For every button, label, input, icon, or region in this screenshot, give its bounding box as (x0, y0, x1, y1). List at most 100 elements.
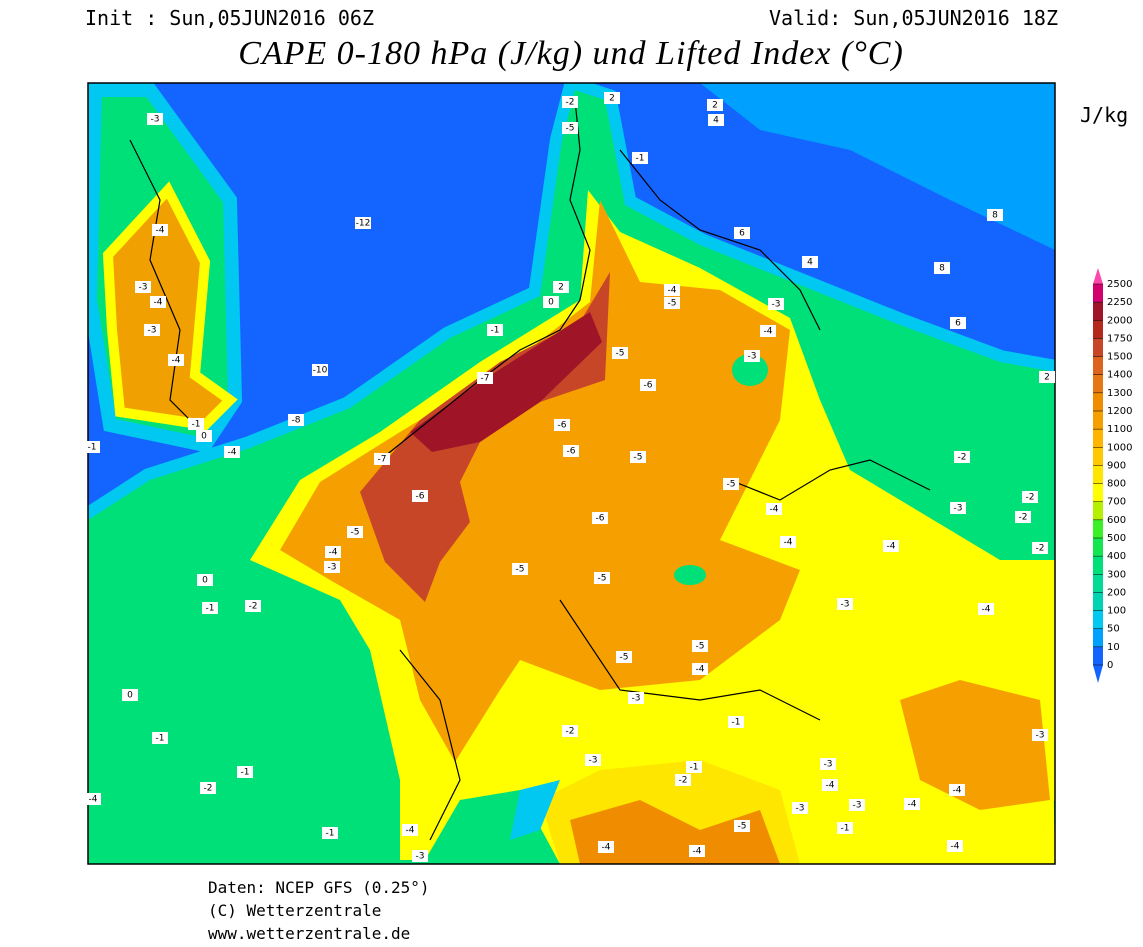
colorbar-band (1093, 483, 1103, 502)
contour-label-box (487, 324, 503, 336)
contour-label-box (978, 603, 994, 615)
contour-label: -3 (954, 504, 963, 514)
contour-label: -1 (690, 763, 699, 773)
colorbar-band (1093, 538, 1103, 557)
contour-label-box (553, 281, 569, 293)
contour-label-box (1015, 511, 1031, 523)
contour-label-box (152, 732, 168, 744)
contour-label: -1 (156, 734, 165, 744)
contour-label-box (412, 490, 428, 502)
contour-label: -1 (241, 768, 250, 778)
contour-label: -5 (634, 453, 643, 463)
colorbar-label: 600 (1107, 515, 1126, 526)
contour-label-box (664, 297, 680, 309)
contour-label: -4 (89, 795, 98, 805)
contour-label: -4 (668, 286, 677, 296)
contour-label: -4 (764, 327, 773, 337)
contour-label: -5 (516, 565, 525, 575)
footer-url: www.wetterzentrale.de (208, 924, 410, 943)
contour-label: -3 (1036, 731, 1045, 741)
contour-label: -5 (566, 124, 575, 134)
contour-label: 4 (713, 116, 719, 126)
colorbar-label: 1000 (1107, 442, 1132, 453)
contour-label: -6 (644, 381, 653, 391)
orange-field (102, 181, 238, 431)
contour-label-box (85, 793, 101, 805)
contour-label: -2 (958, 453, 967, 463)
contour-label: 0 (201, 432, 207, 442)
contour-label-box (950, 317, 966, 329)
cyan-band (510, 780, 560, 840)
contour-label-box (768, 298, 784, 310)
contour-label: -3 (148, 326, 157, 336)
contour-label-box (734, 227, 750, 239)
contour-label-box (820, 758, 836, 770)
contour-label: 0 (548, 298, 554, 308)
contour-label: -6 (567, 447, 576, 457)
colorbar-label: 2000 (1107, 315, 1132, 326)
contour-label-box (904, 798, 920, 810)
contour-label: 6 (739, 229, 745, 239)
contour-label-box (802, 256, 818, 268)
contour-label: -5 (696, 642, 705, 652)
contour-label-box (197, 574, 213, 586)
contour-label-box (837, 598, 853, 610)
contour-label-box (947, 840, 963, 852)
contour-label: 2 (1044, 373, 1050, 383)
contour-label: -1 (326, 829, 335, 839)
contour-label-box (150, 296, 166, 308)
contour-label: -5 (351, 528, 360, 538)
contour-label-box (1039, 371, 1055, 383)
contour-label: -4 (953, 786, 962, 796)
colorbar-band (1093, 356, 1103, 375)
contour-label-box (692, 640, 708, 652)
contour-label-box (723, 478, 739, 490)
contour-label: 4 (807, 258, 813, 268)
contour-label-box (412, 850, 428, 862)
contour-label: -4 (329, 548, 338, 558)
contour-label-box (1032, 729, 1048, 741)
contour-label: -3 (632, 694, 641, 704)
contour-label-box (188, 418, 204, 430)
contour-label-box (675, 774, 691, 786)
contour-label: -4 (770, 505, 779, 515)
contour-label-box (168, 354, 184, 366)
colorbar-band (1093, 338, 1103, 357)
contour-label: -4 (228, 448, 237, 458)
contour-label: -5 (727, 480, 736, 490)
contour-label: -2 (1019, 513, 1028, 523)
contour-label-box (196, 430, 212, 442)
colorbar-under-arrow (1093, 665, 1103, 683)
unit-label: J/kg (1080, 103, 1128, 127)
green-field (674, 565, 706, 585)
init-time: Init : Sun,05JUN2016 06Z (85, 6, 374, 30)
contour-label: -2 (679, 776, 688, 786)
colorbar-label: 50 (1107, 624, 1120, 635)
contour-label: -5 (598, 574, 607, 584)
contour-label: -4 (693, 847, 702, 857)
colorbar-band (1093, 519, 1103, 538)
contour-label-box (594, 572, 610, 584)
contour-label: -1 (841, 824, 850, 834)
contour-label-box (324, 561, 340, 573)
contour-label: -7 (481, 374, 490, 384)
colorbar-label: 800 (1107, 479, 1126, 490)
colorbar-band (1093, 411, 1103, 430)
contour-label: -4 (172, 356, 181, 366)
colorbar-label: 2500 (1107, 279, 1132, 290)
contour-label-box (288, 414, 304, 426)
contour-label: -2 (1026, 493, 1035, 503)
contour-label: -1 (88, 443, 97, 453)
contour-label-box (84, 441, 100, 453)
colorbar-band (1093, 320, 1103, 339)
colorbar-band (1093, 574, 1103, 593)
footer-source: Daten: NCEP GFS (0.25°) (208, 878, 430, 897)
contour-label-box (144, 324, 160, 336)
contour-label-box (630, 451, 646, 463)
map-field (88, 83, 1055, 864)
contour-label-box (766, 503, 782, 515)
contour-label: -6 (558, 421, 567, 431)
contour-label-box (950, 502, 966, 514)
colorbar-label: 700 (1107, 497, 1126, 508)
contour-label: -2 (204, 784, 213, 794)
